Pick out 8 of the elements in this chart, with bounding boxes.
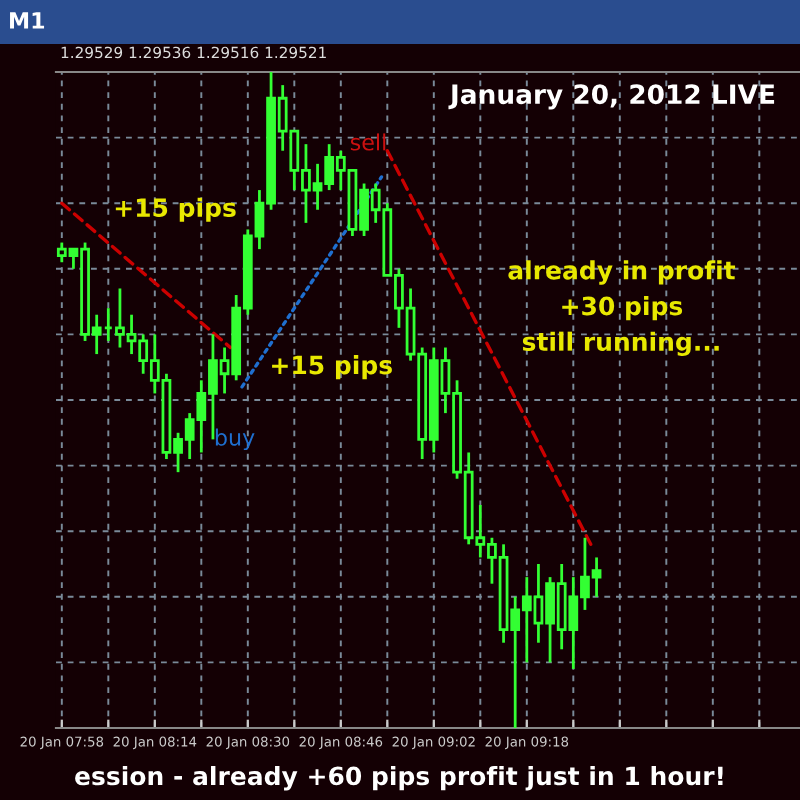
annotation: January 20, 2012 LIVE <box>448 84 775 110</box>
text: ession - already +60 pips profit just in 1 hour! <box>75 766 723 791</box>
annotation: sell <box>350 133 386 151</box>
annotation: +15 pips <box>115 197 236 222</box>
chart-title: M1 <box>10 12 45 29</box>
annotation: already in profit +30 pips still running... <box>508 260 736 357</box>
annotation: +15 pips <box>272 355 392 380</box>
annotation: buy <box>215 428 255 451</box>
